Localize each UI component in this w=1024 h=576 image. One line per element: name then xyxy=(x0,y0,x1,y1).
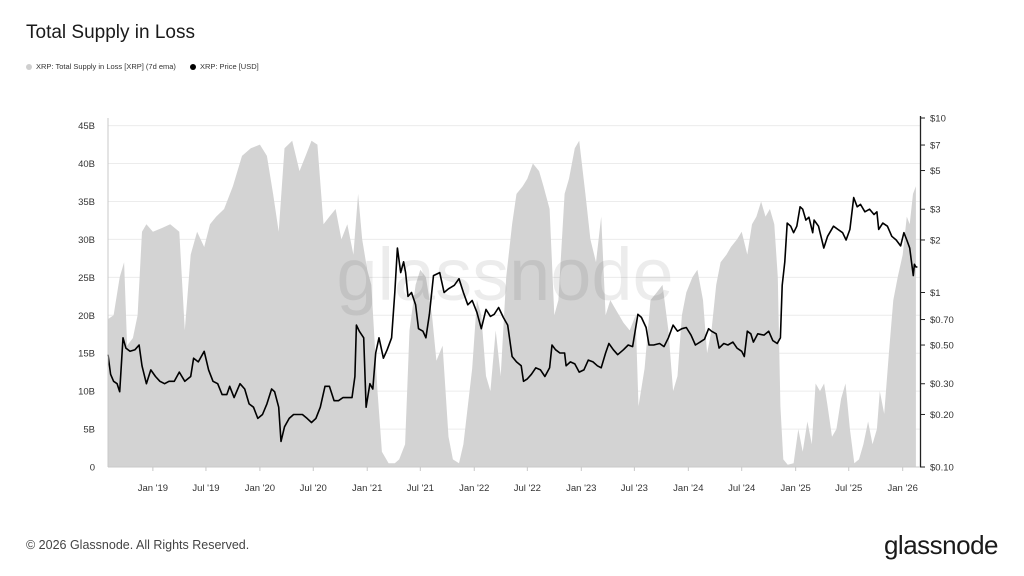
legend-label-supply-in-loss: XRP: Total Supply in Loss [XRP] (7d ema) xyxy=(36,62,176,71)
x-tick-label: Jul '20 xyxy=(300,483,327,494)
y-right-tick-label: $1 xyxy=(930,288,941,299)
y-left-tick-label: 25B xyxy=(78,273,95,284)
y-left-tick-label: 20B xyxy=(78,311,95,322)
x-tick-label: Jul '22 xyxy=(514,483,541,494)
legend-item-price[interactable]: XRP: Price [USD] xyxy=(189,62,259,71)
y-left-tick-label: 0 xyxy=(90,463,95,474)
legend-swatch-supply-in-loss xyxy=(26,63,32,70)
price-layer xyxy=(107,196,918,443)
x-tick-label: Jul '21 xyxy=(407,483,434,494)
supply-in-loss-area xyxy=(108,140,916,468)
y-right-tick-label: $0.10 xyxy=(930,463,954,474)
legend-swatch-price xyxy=(189,63,196,70)
legend: XRP: Total Supply in Loss [XRP] (7d ema)… xyxy=(26,62,259,71)
x-tick-label: Jul '24 xyxy=(728,483,755,494)
supply-in-loss-layer xyxy=(108,140,916,468)
chart-title: Total Supply in Loss xyxy=(26,22,195,43)
legend-label-price: XRP: Price [USD] xyxy=(199,62,259,71)
y-left-tick-label: 45B xyxy=(78,121,95,132)
y-left-tick-label: 30B xyxy=(78,235,95,246)
y-left-tick-label: 35B xyxy=(78,197,95,208)
y-right-tick-label: $0.50 xyxy=(930,341,954,352)
x-tick-label: Jan '20 xyxy=(245,483,275,494)
brand-logo: glassnode xyxy=(883,530,999,560)
x-tick-label: Jul '23 xyxy=(621,483,648,494)
x-tick-label: Jan '23 xyxy=(566,483,596,494)
y-right-tick-label: $0.20 xyxy=(930,410,954,421)
y-right-tick-label: $10 xyxy=(930,114,946,125)
y-right-tick-label: $0.70 xyxy=(930,315,954,326)
axes: 0 5B 10B 15B 20B 25B 30B 35B 40B 45B $0.10 $0.20 $0.… xyxy=(78,114,954,495)
y-right-tick-label: $3 xyxy=(930,205,941,216)
x-tick-label: Jan '26 xyxy=(888,483,918,494)
x-tick-label: Jan '24 xyxy=(673,483,703,494)
x-tick-label: Jan '19 xyxy=(138,483,168,494)
price-line xyxy=(107,196,918,443)
y-right-tick-label: $0.30 xyxy=(930,379,954,390)
x-tick-label: Jan '22 xyxy=(459,483,489,494)
y-left-tick-label: 40B xyxy=(78,159,95,170)
copyright-footer: © 2026 Glassnode. All Rights Reserved. xyxy=(26,538,250,552)
y-left-tick-label: 5B xyxy=(83,425,95,436)
y-right-tick-label: $2 xyxy=(930,235,941,246)
x-tick-label: Jul '19 xyxy=(192,483,219,494)
y-left-tick-label: 10B xyxy=(78,387,95,398)
y-right-tick-label: $7 xyxy=(930,141,941,152)
legend-item-supply-in-loss[interactable]: XRP: Total Supply in Loss [XRP] (7d ema) xyxy=(26,62,176,71)
watermark-text: glassnode xyxy=(336,233,673,316)
y-left-tick-label: 15B xyxy=(78,349,95,360)
y-right-tick-label: $5 xyxy=(930,166,941,177)
x-tick-label: Jan '21 xyxy=(352,483,382,494)
x-tick-label: Jul '25 xyxy=(835,483,862,494)
x-tick-label: Jan '25 xyxy=(780,483,810,494)
